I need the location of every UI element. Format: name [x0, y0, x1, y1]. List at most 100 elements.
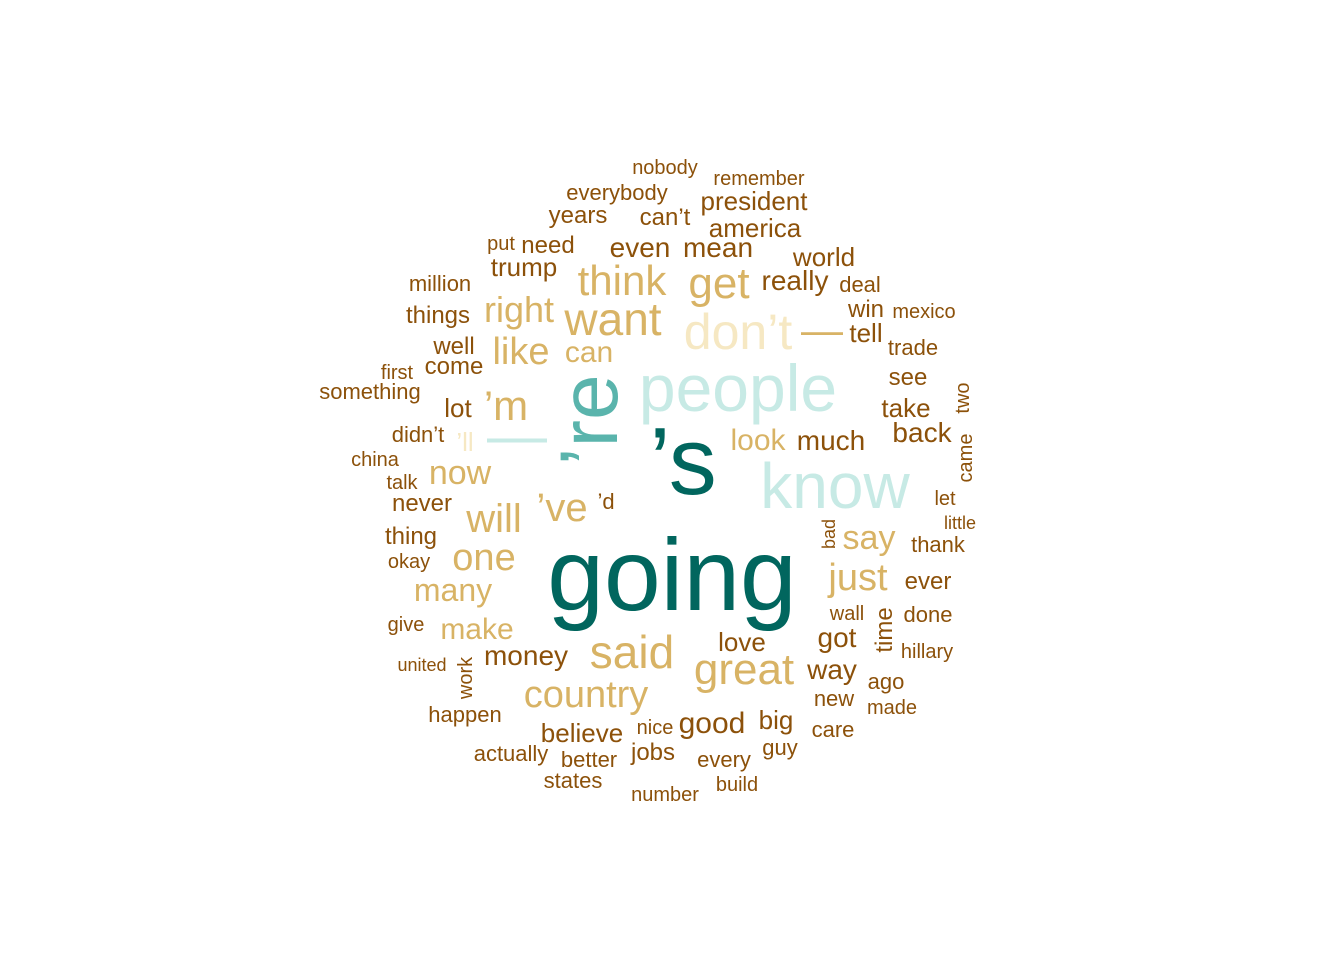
word-take: take [881, 393, 931, 423]
word-two: two [952, 382, 974, 414]
word-happen: happen [428, 702, 502, 727]
word-right: right [483, 289, 555, 330]
word-said: said [589, 626, 675, 678]
word-hillary: hillary [900, 641, 954, 663]
word-money: money [483, 640, 569, 671]
word-time: time [871, 607, 898, 653]
word-nice: nice [636, 717, 674, 739]
word-thing: thing [384, 523, 438, 550]
word-really: really [761, 265, 829, 296]
word-didnt: didn’t [391, 422, 445, 447]
word-mean: mean [682, 232, 754, 263]
word-one: one [452, 537, 516, 579]
word-little: little [943, 513, 977, 533]
word-win: win [847, 296, 885, 323]
word-believe: believe [540, 718, 624, 748]
word-number: number [631, 784, 699, 806]
word-ve: ’ve [536, 486, 588, 530]
word-let: let [934, 488, 956, 510]
word-going: going [547, 518, 797, 632]
word-look: look [730, 424, 786, 457]
word-trade: trade [887, 335, 939, 360]
word-build: build [715, 774, 759, 796]
word-wall: wall [829, 603, 865, 625]
word-talk: talk [386, 472, 418, 494]
word-get: get [688, 259, 750, 308]
word-got: got [817, 622, 857, 653]
word-remember: remember [713, 168, 805, 190]
word-world: world [792, 242, 856, 272]
word-make: make [440, 613, 514, 646]
word-things: things [405, 302, 471, 329]
word-like: like [492, 331, 550, 373]
word-work: work [455, 656, 477, 700]
word-ll: ’ll [456, 427, 474, 457]
word-put: put [487, 233, 515, 255]
word-now: now [428, 454, 492, 492]
word-cant: can’t [639, 204, 691, 231]
word-came: came [955, 433, 977, 483]
word-better: better [560, 747, 618, 772]
word-know: know [760, 450, 910, 522]
word-million: million [408, 271, 472, 296]
word-want: want [564, 293, 662, 345]
word-lot: lot [444, 393, 472, 423]
word-re: ’re [544, 374, 635, 466]
word-can: can [564, 336, 614, 369]
word-new: new [813, 686, 855, 711]
word-say: say [842, 519, 896, 557]
word-every: every [697, 747, 751, 772]
word-dont: don’t [683, 304, 793, 360]
word-come: come [424, 353, 484, 380]
word-well: well [433, 333, 475, 360]
word-ago: ago [867, 669, 905, 694]
word-even: even [609, 232, 671, 263]
word-many: many [413, 572, 493, 608]
word-president: president [700, 186, 808, 216]
word-first: first [380, 362, 414, 384]
word-mexico: mexico [892, 301, 956, 323]
word-nobody: nobody [632, 157, 698, 179]
word-deal: deal [839, 272, 881, 297]
word-united: united [397, 655, 447, 675]
word-good: good [678, 707, 746, 740]
word-back: back [892, 417, 952, 448]
word-love: love [718, 627, 766, 657]
word-done: done [903, 602, 953, 627]
word-tell: tell [849, 318, 883, 348]
word-jobs: jobs [630, 739, 676, 766]
word-dash-small: — [801, 306, 843, 353]
word-china: china [351, 449, 399, 471]
word-need: need [521, 232, 575, 259]
word-great: great [693, 645, 795, 694]
word-never: never [391, 490, 453, 517]
word-actually: actually [473, 741, 549, 766]
word-states: states [543, 768, 603, 793]
word-america: america [708, 213, 802, 243]
word-okay: okay [387, 551, 431, 573]
word-big: big [758, 705, 794, 735]
word-think: think [577, 257, 667, 304]
word-will: will [466, 497, 522, 541]
word-care: care [811, 717, 855, 742]
word-guy: guy [762, 735, 798, 760]
word-ever: ever [904, 568, 952, 595]
word-way: way [807, 654, 857, 685]
word-much: much [796, 425, 866, 456]
word-made: made [866, 697, 918, 719]
word-m: ’m [483, 382, 529, 429]
word-years: years [548, 202, 608, 229]
word-d: ’d [597, 489, 615, 514]
word-something: something [319, 379, 421, 404]
word-s: ’s [649, 408, 717, 515]
word-dash-large: — [487, 402, 547, 469]
word-see: see [888, 364, 928, 391]
word-thank: thank [911, 532, 965, 557]
word-everybody: everybody [566, 180, 668, 205]
word-trump: trump [490, 252, 558, 282]
word-give: give [387, 614, 425, 636]
word-country: country [523, 674, 649, 716]
word-bad: bad [819, 518, 839, 550]
word-just: just [828, 557, 888, 599]
